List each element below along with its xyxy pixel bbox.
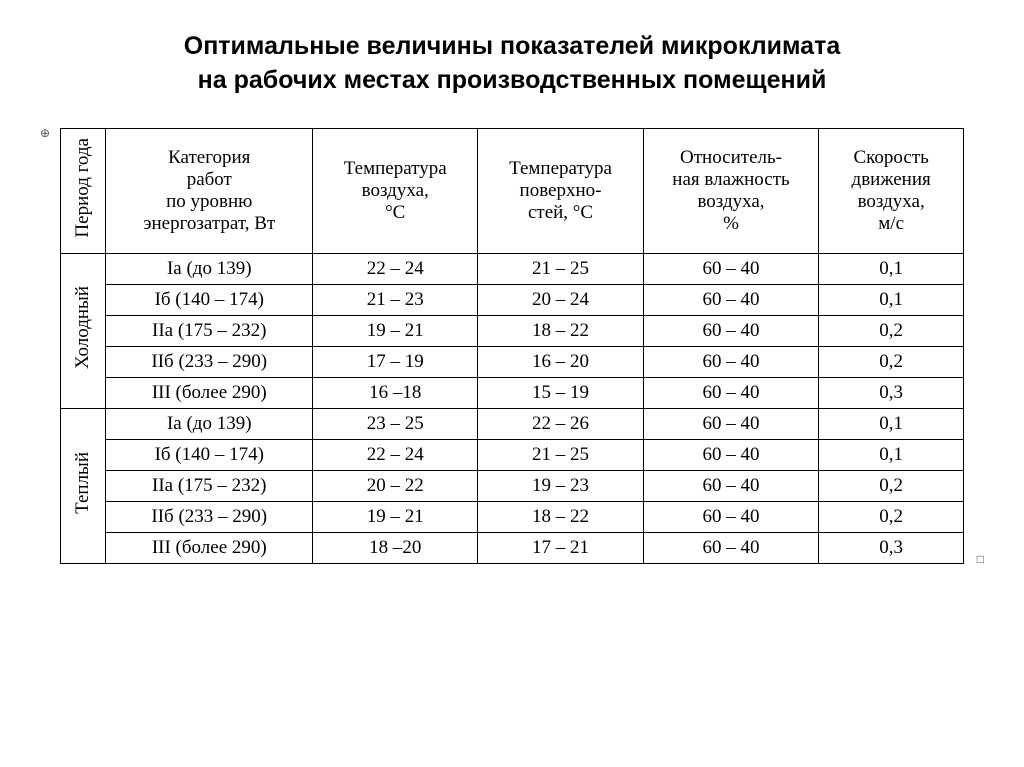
cell-humidity: 60 – 40 (643, 377, 819, 408)
period-cell: Холодный (61, 253, 106, 408)
cell-surface-temp: 16 – 20 (478, 346, 643, 377)
col-surface-temp: Температураповерхно-стей, °С (478, 128, 643, 253)
table-row: ТеплыйIа (до 139)23 – 2522 – 2660 – 400,… (61, 408, 964, 439)
cell-air-temp: 22 – 24 (313, 253, 478, 284)
cell-air-speed: 0,1 (819, 253, 964, 284)
cell-humidity: 60 – 40 (643, 408, 819, 439)
cell-air-speed: 0,1 (819, 439, 964, 470)
page-title: Оптимальные величины показателей микрокл… (100, 30, 924, 98)
cell-humidity: 60 – 40 (643, 439, 819, 470)
cell-surface-temp: 18 – 22 (478, 501, 643, 532)
col-air-speed: Скоростьдвижениявоздуха,м/с (819, 128, 964, 253)
col-category: Категорияработпо уровнюэнергозатрат, Вт (106, 128, 313, 253)
cell-air-temp: 19 – 21 (313, 315, 478, 346)
cell-category: III (более 290) (106, 532, 313, 563)
col-humidity: Относитель-ная влажностьвоздуха,% (643, 128, 819, 253)
cell-category: III (более 290) (106, 377, 313, 408)
cell-humidity: 60 – 40 (643, 315, 819, 346)
cell-air-speed: 0,2 (819, 501, 964, 532)
cell-category: IIа (175 – 232) (106, 470, 313, 501)
cell-air-temp: 18 –20 (313, 532, 478, 563)
cell-air-temp: 20 – 22 (313, 470, 478, 501)
table-row: IIа (175 – 232)19 – 2118 – 2260 – 400,2 (61, 315, 964, 346)
table-row: IIа (175 – 232)20 – 2219 – 2360 – 400,2 (61, 470, 964, 501)
cell-category: Iб (140 – 174) (106, 439, 313, 470)
cell-surface-temp: 17 – 21 (478, 532, 643, 563)
cell-air-temp: 16 –18 (313, 377, 478, 408)
cell-air-temp: 17 – 19 (313, 346, 478, 377)
cell-air-temp: 21 – 23 (313, 284, 478, 315)
cell-category: Iа (до 139) (106, 253, 313, 284)
cell-air-speed: 0,3 (819, 377, 964, 408)
period-label: Холодный (72, 282, 94, 373)
cell-category: IIб (233 – 290) (106, 346, 313, 377)
cell-humidity: 60 – 40 (643, 346, 819, 377)
table-row: IIб (233 – 290)17 – 1916 – 2060 – 400,2 (61, 346, 964, 377)
cell-air-temp: 22 – 24 (313, 439, 478, 470)
col-period-label: Период года (72, 134, 94, 242)
cell-air-temp: 19 – 21 (313, 501, 478, 532)
cell-air-speed: 0,2 (819, 346, 964, 377)
table-row: Iб (140 – 174)22 – 2421 – 2560 – 400,1 (61, 439, 964, 470)
period-cell: Теплый (61, 408, 106, 563)
cell-surface-temp: 18 – 22 (478, 315, 643, 346)
table-row: ХолодныйIа (до 139)22 – 2421 – 2560 – 40… (61, 253, 964, 284)
cell-surface-temp: 15 – 19 (478, 377, 643, 408)
cell-category: IIа (175 – 232) (106, 315, 313, 346)
corner-marker-bottom-right: □ (977, 552, 984, 566)
cell-humidity: 60 – 40 (643, 501, 819, 532)
table-row: IIб (233 – 290)19 – 2118 – 2260 – 400,2 (61, 501, 964, 532)
microclimate-table: Период года Категорияработпо уровнюэнерг… (60, 128, 964, 564)
table-row: III (более 290)16 –1815 – 1960 – 400,3 (61, 377, 964, 408)
table-container: ⊕ □ Период года Категорияработпо уровнюэ… (60, 128, 964, 564)
cell-surface-temp: 21 – 25 (478, 253, 643, 284)
cell-humidity: 60 – 40 (643, 532, 819, 563)
cell-humidity: 60 – 40 (643, 284, 819, 315)
col-air-temp: Температуравоздуха,°С (313, 128, 478, 253)
cell-surface-temp: 21 – 25 (478, 439, 643, 470)
cell-air-speed: 0,3 (819, 532, 964, 563)
table-row: III (более 290)18 –2017 – 2160 – 400,3 (61, 532, 964, 563)
cell-air-temp: 23 – 25 (313, 408, 478, 439)
cell-humidity: 60 – 40 (643, 470, 819, 501)
corner-marker-top-left: ⊕ (40, 126, 50, 140)
col-period: Период года (61, 128, 106, 253)
cell-surface-temp: 19 – 23 (478, 470, 643, 501)
period-label: Теплый (72, 448, 94, 518)
header-row: Период года Категорияработпо уровнюэнерг… (61, 128, 964, 253)
cell-humidity: 60 – 40 (643, 253, 819, 284)
cell-air-speed: 0,1 (819, 408, 964, 439)
cell-air-speed: 0,1 (819, 284, 964, 315)
cell-category: IIб (233 – 290) (106, 501, 313, 532)
table-row: Iб (140 – 174)21 – 2320 – 2460 – 400,1 (61, 284, 964, 315)
cell-surface-temp: 20 – 24 (478, 284, 643, 315)
cell-surface-temp: 22 – 26 (478, 408, 643, 439)
cell-category: Iа (до 139) (106, 408, 313, 439)
cell-category: Iб (140 – 174) (106, 284, 313, 315)
cell-air-speed: 0,2 (819, 315, 964, 346)
cell-air-speed: 0,2 (819, 470, 964, 501)
